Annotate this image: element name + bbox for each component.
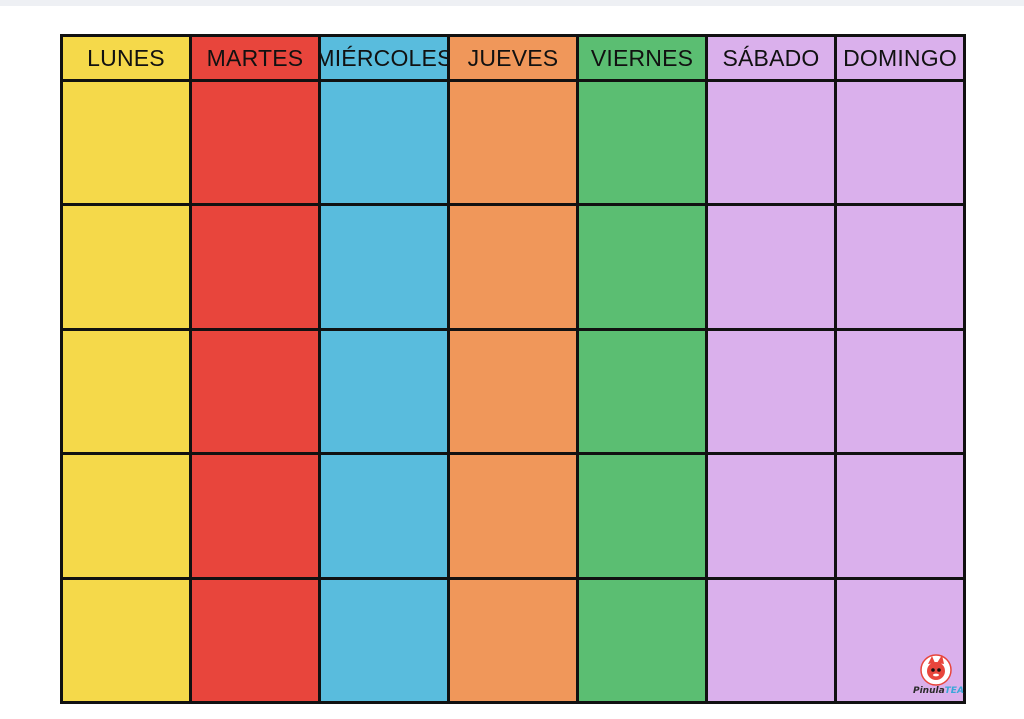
day-header-saturday: SÁBADO xyxy=(708,37,834,79)
planner-cell xyxy=(837,206,963,328)
viewer-top-strip xyxy=(0,0,1024,6)
planner-cell xyxy=(192,82,318,204)
planner-cell xyxy=(192,579,318,701)
planner-cell xyxy=(321,330,447,453)
logo-suffix: TEA xyxy=(944,686,964,696)
planner-cell xyxy=(579,206,705,328)
day-header-monday: LUNES xyxy=(63,37,189,79)
day-header-friday: VIERNES xyxy=(579,37,705,79)
planner-cell xyxy=(579,455,705,577)
planner-cell xyxy=(192,455,318,577)
planner-cell xyxy=(63,82,189,204)
logo-name: Pinula xyxy=(913,686,945,696)
planner-cell xyxy=(579,82,705,204)
planner-cell xyxy=(192,206,318,328)
planner-cell xyxy=(450,330,576,453)
day-header-tuesday: MARTES xyxy=(192,37,318,79)
planner-cell xyxy=(837,455,963,577)
planner-cell xyxy=(579,579,705,701)
planner-cell xyxy=(708,82,834,204)
planner-cell xyxy=(450,455,576,577)
planner-cell xyxy=(450,579,576,701)
planner-cell xyxy=(321,206,447,328)
planner-cell xyxy=(63,330,189,453)
planner-cell xyxy=(837,330,963,453)
day-header-wednesday: MIÉRCOLES xyxy=(321,37,447,79)
planner-cell xyxy=(708,206,834,328)
planner-cell xyxy=(450,82,576,204)
planner-cell xyxy=(321,579,447,701)
planner-cell xyxy=(321,455,447,577)
planner-cell xyxy=(321,82,447,204)
planner-cell xyxy=(708,579,834,701)
planner-cell xyxy=(708,455,834,577)
planner-cell xyxy=(579,330,705,453)
planner-cell xyxy=(192,330,318,453)
document-page: LUNES MARTES MIÉRCOLES JUEVES VIERNES SÁ… xyxy=(0,6,1024,719)
day-header-thursday: JUEVES xyxy=(450,37,576,79)
planner-cell xyxy=(63,455,189,577)
weekly-planner-grid: LUNES MARTES MIÉRCOLES JUEVES VIERNES SÁ… xyxy=(60,34,966,704)
planner-cell xyxy=(837,82,963,204)
pinula-tea-logo-icon xyxy=(920,654,952,686)
planner-cell xyxy=(63,206,189,328)
logo-wordmark: PinulaTEA xyxy=(913,686,964,696)
planner-cell xyxy=(450,206,576,328)
planner-cell xyxy=(63,579,189,701)
planner-cell xyxy=(708,330,834,453)
day-header-sunday: DOMINGO xyxy=(837,37,963,79)
